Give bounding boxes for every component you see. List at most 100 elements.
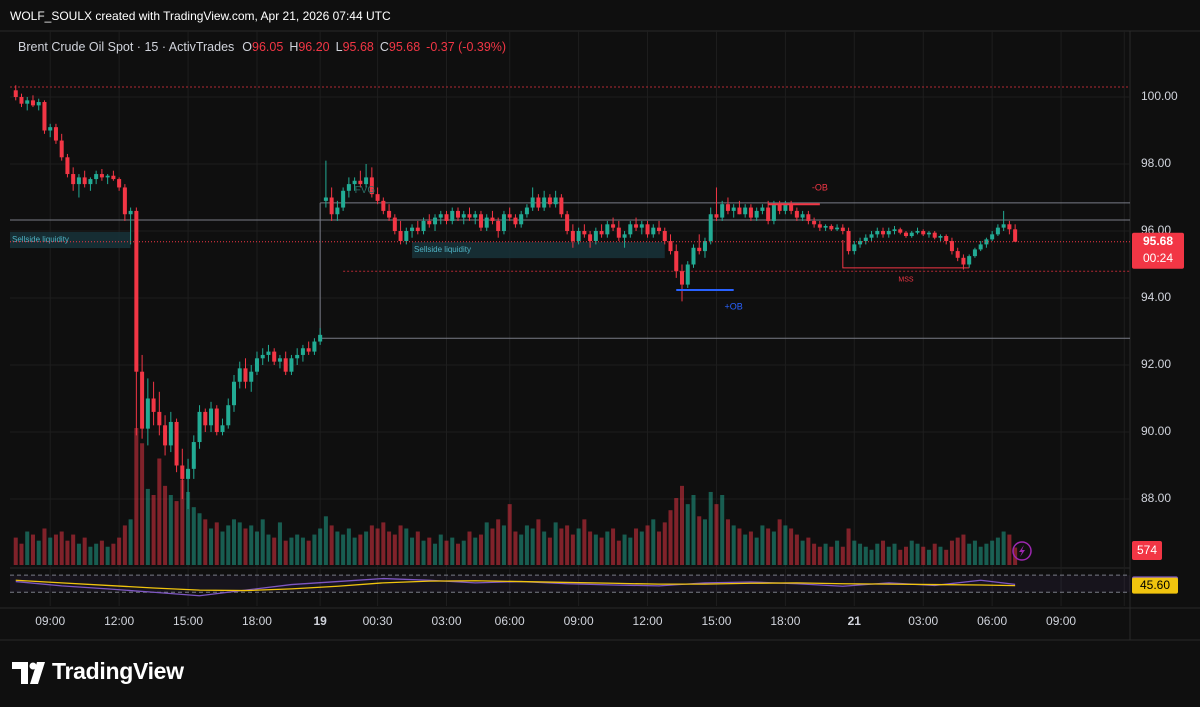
candle-body — [536, 197, 541, 208]
candle-body — [306, 348, 311, 352]
volume-bar — [318, 528, 323, 565]
candle-body — [65, 157, 70, 175]
volume-bar — [387, 531, 392, 565]
candle-body — [151, 398, 156, 412]
candle-body — [272, 351, 277, 362]
volume-bar — [145, 488, 150, 565]
candle-body — [209, 408, 214, 426]
volume-bar — [312, 534, 317, 565]
volume-bar — [611, 528, 616, 565]
candle-body — [249, 371, 254, 382]
ohlc-key: H — [289, 40, 299, 54]
volume-bar — [203, 519, 208, 565]
candle-body — [277, 358, 282, 362]
candle-body — [783, 204, 788, 211]
candle-body — [25, 100, 30, 104]
candle-body — [869, 234, 874, 238]
candle-body — [576, 230, 581, 242]
volume-bar — [990, 540, 995, 565]
volume-bar — [381, 522, 386, 565]
volume-bar — [921, 546, 926, 565]
volume-bar — [530, 528, 535, 565]
volume-bar — [433, 543, 438, 565]
candle-body — [214, 408, 219, 432]
candle-body — [829, 225, 834, 230]
volume-bar — [71, 534, 76, 565]
candle-body — [289, 358, 294, 372]
price-tag — [1132, 232, 1184, 269]
candle-body — [657, 227, 662, 231]
ohlc-key: O — [242, 40, 253, 54]
candle-body — [645, 224, 650, 235]
candle-body — [697, 247, 702, 252]
candle-body — [754, 210, 759, 218]
volume-bar — [455, 543, 461, 565]
volume-tag — [1132, 541, 1162, 560]
candle-body — [995, 227, 1000, 235]
candle-body — [266, 351, 271, 355]
volume-bar — [599, 537, 604, 565]
candle-body — [513, 217, 518, 225]
x-tick-label: 09:00 — [35, 614, 65, 628]
volume-bar — [231, 519, 237, 565]
volume-bar — [99, 540, 104, 565]
candle-body — [553, 197, 558, 205]
candle-body — [662, 230, 667, 242]
volume-bar — [593, 534, 598, 565]
candle-body — [984, 239, 989, 245]
volume-bar — [266, 534, 271, 565]
volume-bar — [835, 540, 840, 565]
candle-body — [364, 177, 369, 185]
candle-body — [140, 371, 145, 429]
candle-body — [858, 241, 863, 245]
volume-bar — [984, 543, 989, 565]
candle-body — [622, 234, 627, 238]
x-tick-label: 18:00 — [242, 614, 272, 628]
volume-bar — [662, 522, 667, 565]
candle-body — [94, 174, 99, 180]
volume-bar — [743, 534, 748, 565]
candle-body — [599, 230, 604, 235]
volume-bar — [995, 537, 1000, 565]
volume-bar — [858, 543, 863, 565]
candle-body — [191, 442, 196, 469]
candle-body — [461, 214, 466, 218]
candle-body — [691, 247, 696, 265]
volume-bar — [186, 491, 191, 565]
volume-bar — [421, 540, 426, 565]
volume-bar — [651, 519, 656, 565]
candle-body — [387, 210, 392, 218]
candle-body — [1007, 224, 1012, 230]
volume-bar — [812, 543, 817, 565]
candle-body — [323, 197, 328, 201]
volume-bar — [881, 540, 886, 565]
volume-bar — [944, 549, 949, 565]
candle-body — [42, 102, 47, 131]
candle-body — [961, 257, 966, 265]
candle-body — [168, 421, 173, 446]
candle-body — [731, 207, 736, 211]
candle-body — [88, 179, 93, 185]
candle-body — [352, 180, 357, 185]
alert-icon[interactable] — [1012, 541, 1032, 561]
plot-area: Sellside liquidity Sellside liquidity FVG -… — [10, 30, 1130, 606]
candle-body — [725, 204, 730, 211]
ohlc-value: 96.05 — [252, 40, 284, 54]
candle-body — [714, 214, 719, 218]
candle-body — [542, 197, 547, 208]
volume-bar — [737, 528, 742, 565]
brand: TradingView — [52, 658, 184, 684]
volume-bar — [972, 540, 977, 565]
indicator-tag-value: 45.60 — [1140, 578, 1170, 592]
volume-bar — [789, 528, 794, 565]
candle-body — [433, 217, 438, 225]
volume-bar — [272, 537, 277, 565]
candle-body — [921, 230, 926, 235]
volume-bar — [335, 531, 340, 565]
candle-body — [295, 354, 300, 359]
candle-body — [766, 207, 771, 221]
candle-body — [128, 210, 133, 215]
candle-body — [978, 244, 983, 250]
